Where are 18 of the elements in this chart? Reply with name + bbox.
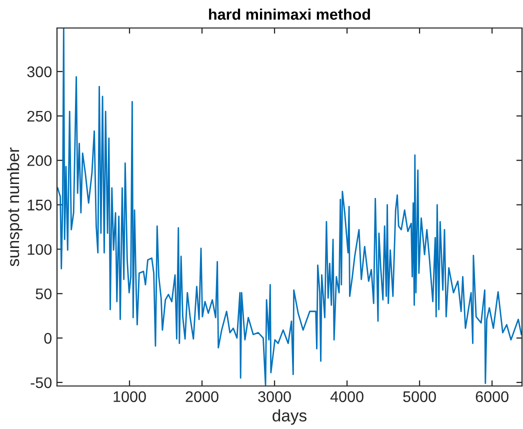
- x-tick-label: 6000: [476, 391, 508, 402]
- y-axis-title: sunspot number: [6, 148, 22, 266]
- line-series: [57, 28, 522, 386]
- x-tick-label: 3000: [258, 391, 291, 402]
- y-tick-label: 300: [27, 66, 52, 78]
- x-tick-label: 2000: [186, 391, 218, 402]
- y-tick-label: 150: [28, 200, 52, 210]
- y-tick-label: 200: [27, 155, 52, 166]
- x-axis-title: days: [272, 409, 306, 425]
- chart-title: hard minimaxi method: [209, 8, 370, 20]
- y-tick-label: 250: [27, 110, 52, 122]
- y-tick-label: 100: [28, 244, 52, 255]
- y-tick-label: 50: [36, 288, 52, 300]
- x-tick-label: 5000: [403, 391, 436, 402]
- y-tick-label: -50: [30, 377, 52, 388]
- y-tick-label: 0: [44, 332, 52, 344]
- x-tick-label: 4000: [330, 391, 364, 402]
- x-tick-label: 1000: [114, 391, 146, 402]
